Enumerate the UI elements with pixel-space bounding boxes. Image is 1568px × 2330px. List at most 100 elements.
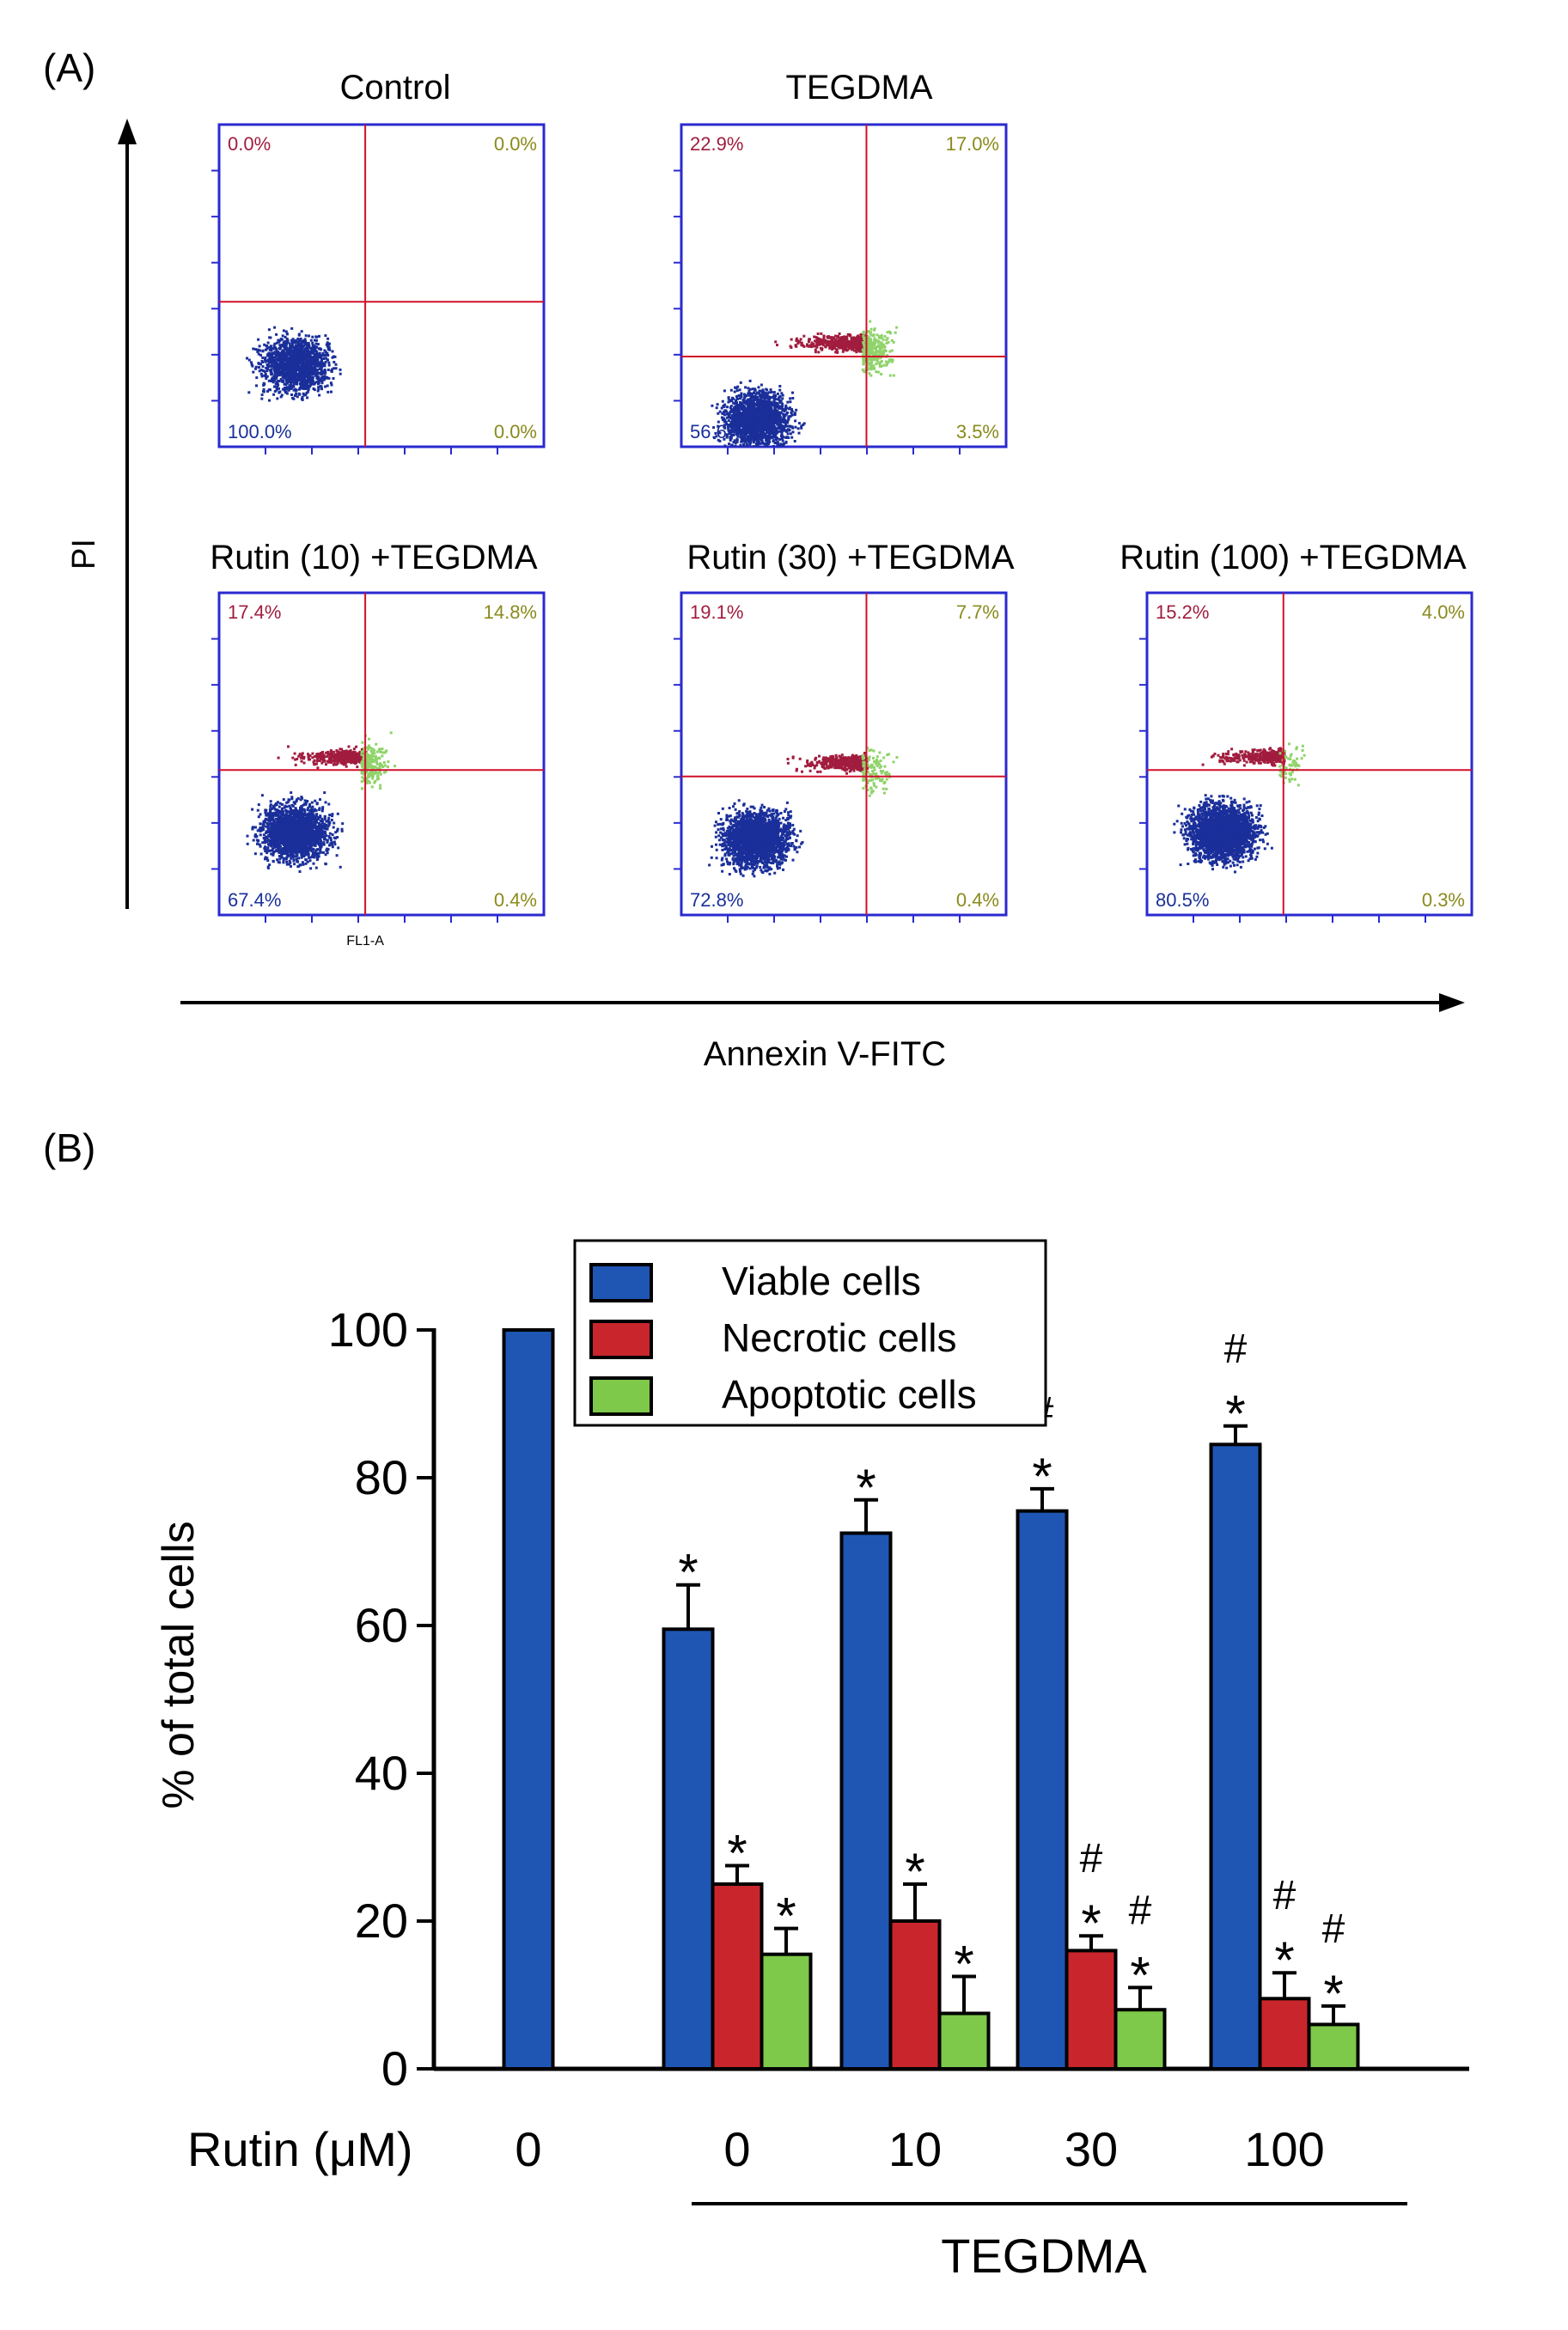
viable-dot	[291, 345, 295, 349]
viable-dot	[738, 405, 741, 408]
viable-dot	[789, 432, 792, 436]
viable-dot	[264, 348, 267, 351]
necrotic-dot	[812, 345, 815, 348]
viable-dot	[317, 386, 320, 389]
viable-dot	[732, 412, 735, 415]
viable-dot	[297, 857, 301, 860]
viable-dot	[306, 382, 308, 386]
viable-dot	[755, 402, 759, 406]
viable-dot	[766, 424, 769, 427]
viable-dot	[771, 448, 773, 451]
viable-dot	[778, 406, 780, 410]
viable-dot	[724, 409, 728, 412]
viable-dot	[730, 399, 734, 402]
viable-dot	[261, 365, 265, 369]
viable-dot	[284, 344, 287, 347]
viable-dot	[324, 385, 327, 388]
pi-axis-arrowhead	[118, 119, 137, 144]
viable-dot	[757, 435, 760, 438]
viable-dot	[283, 341, 286, 345]
necrotic-dot	[855, 351, 858, 354]
apoptotic-dot	[872, 352, 876, 356]
viable-dot	[721, 400, 724, 403]
viable-dot	[748, 393, 751, 397]
viable-dot	[764, 410, 767, 413]
viable-dot	[315, 858, 319, 862]
viable-dot	[776, 398, 779, 401]
viable-dot	[273, 326, 277, 329]
viable-dot	[772, 412, 775, 415]
viable-dot	[252, 347, 255, 351]
necrotic-dot	[816, 343, 820, 346]
viable-dot	[333, 821, 336, 825]
viable-dot	[302, 356, 306, 358]
apoptotic-dot	[880, 334, 883, 337]
apoptotic-dot	[869, 341, 873, 345]
viable-dot	[717, 430, 720, 434]
viable-dot	[760, 383, 763, 387]
viable-dot	[265, 366, 268, 369]
viable-dot	[307, 345, 310, 349]
viable-dot	[314, 350, 318, 353]
viable-dot	[758, 392, 760, 395]
viable-dot	[735, 387, 738, 390]
viable-dot	[258, 345, 261, 348]
viable-dot	[764, 435, 767, 437]
viable-dot	[309, 383, 312, 387]
apoptotic-dot	[882, 353, 885, 357]
viable-dot	[269, 348, 272, 351]
viable-dot	[315, 376, 319, 380]
viable-dot	[301, 359, 304, 362]
viable-dot	[748, 392, 752, 395]
viable-dot	[331, 845, 334, 849]
viable-dot	[265, 345, 268, 347]
viable-dot	[741, 427, 745, 430]
viable-dot	[782, 425, 785, 429]
viable-dot	[270, 845, 273, 847]
viable-dot	[749, 438, 753, 442]
viable-dot	[723, 418, 727, 422]
viable-dot	[789, 415, 792, 418]
viable-dot	[725, 433, 729, 436]
viable-dot	[744, 401, 747, 405]
viable-dot	[735, 423, 739, 426]
viable-dot	[765, 439, 768, 442]
viable-dot	[284, 387, 286, 389]
viable-dot	[337, 846, 340, 850]
viable-dot	[766, 431, 768, 434]
viable-dot	[786, 411, 789, 414]
viable-dot	[763, 397, 766, 400]
viable-dot	[768, 423, 772, 426]
viable-dot	[763, 453, 766, 455]
viable-dot	[277, 813, 280, 816]
necrotic-dot	[857, 337, 861, 340]
viable-dot	[766, 442, 770, 446]
viable-dot	[266, 390, 269, 393]
apoptotic-dot	[863, 370, 867, 374]
viable-dot	[293, 394, 296, 397]
viable-dot	[255, 376, 259, 380]
necrotic-dot	[808, 340, 810, 344]
viable-dot	[754, 430, 758, 433]
viable-dot	[786, 419, 790, 423]
viable-dot	[778, 405, 781, 408]
quadrant-upper-right: 0.0%	[494, 133, 537, 155]
viable-dot	[774, 430, 778, 433]
apoptotic-dot	[889, 358, 893, 361]
viable-dot	[748, 441, 752, 444]
viable-dot	[321, 806, 325, 809]
viable-dot	[778, 388, 782, 392]
viable-dot	[746, 446, 749, 447]
viable-dot	[281, 369, 284, 372]
viable-dot	[277, 352, 280, 356]
viable-dot	[328, 348, 332, 351]
viable-dot	[753, 426, 756, 430]
viable-dot	[793, 412, 796, 415]
viable-dot	[766, 409, 770, 412]
viable-dot	[727, 425, 729, 429]
viable-dot	[791, 397, 795, 400]
viable-dot	[764, 415, 766, 418]
viable-dot	[299, 347, 302, 351]
viable-dot	[782, 415, 785, 418]
viable-dot	[318, 334, 320, 338]
